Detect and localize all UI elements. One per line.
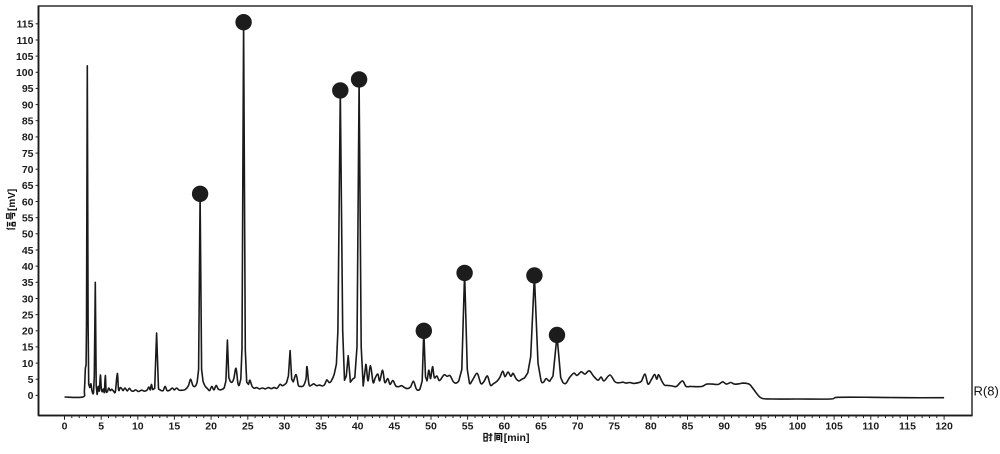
svg-text:20: 20 [205, 421, 217, 433]
svg-text:65: 65 [22, 180, 34, 192]
svg-text:30: 30 [279, 421, 291, 433]
svg-text:115: 115 [17, 19, 34, 31]
svg-text:75: 75 [22, 148, 34, 160]
svg-text:85: 85 [682, 421, 694, 433]
svg-text:80: 80 [22, 132, 34, 144]
svg-text:45: 45 [389, 421, 401, 433]
svg-text:40: 40 [22, 261, 34, 273]
svg-text:110: 110 [17, 35, 34, 47]
svg-text:35: 35 [22, 277, 34, 289]
svg-text:10: 10 [132, 421, 144, 433]
svg-text:105: 105 [825, 421, 843, 433]
svg-text:R(8): R(8) [974, 384, 999, 399]
svg-text:[mV]: [mV] [7, 189, 18, 211]
svg-text:0: 0 [28, 390, 34, 402]
svg-text:90: 90 [22, 99, 34, 111]
svg-text:85: 85 [22, 116, 34, 128]
svg-text:25: 25 [242, 421, 254, 433]
svg-text:105: 105 [16, 51, 34, 63]
svg-text:5: 5 [98, 421, 104, 433]
svg-text:[min]: [min] [504, 432, 530, 444]
svg-text:70: 70 [22, 164, 34, 176]
svg-text:10: 10 [22, 358, 34, 370]
svg-text:90: 90 [718, 421, 730, 433]
svg-text:95: 95 [755, 421, 767, 433]
svg-text:40: 40 [352, 421, 364, 433]
svg-text:35: 35 [315, 421, 327, 433]
svg-text:15: 15 [169, 421, 181, 433]
svg-text:100: 100 [789, 421, 807, 433]
svg-text:95: 95 [22, 83, 34, 95]
svg-text:30: 30 [22, 293, 34, 305]
svg-text:60: 60 [498, 421, 510, 433]
svg-text:5: 5 [28, 374, 34, 386]
svg-text:110: 110 [862, 421, 879, 433]
svg-text:75: 75 [608, 421, 620, 433]
svg-text:55: 55 [22, 213, 34, 225]
svg-text:115: 115 [899, 421, 916, 433]
svg-text:15: 15 [22, 342, 34, 354]
svg-text:120: 120 [935, 421, 953, 433]
svg-text:70: 70 [572, 421, 584, 433]
svg-text:80: 80 [645, 421, 657, 433]
svg-text:20: 20 [22, 326, 34, 338]
svg-text:60: 60 [22, 196, 34, 208]
svg-text:0: 0 [62, 421, 68, 433]
svg-text:45: 45 [22, 245, 34, 257]
svg-text:50: 50 [22, 229, 34, 241]
svg-text:25: 25 [22, 309, 34, 321]
svg-text:65: 65 [535, 421, 547, 433]
svg-text:55: 55 [462, 421, 474, 433]
svg-text:100: 100 [16, 67, 34, 79]
svg-text:50: 50 [425, 421, 437, 433]
